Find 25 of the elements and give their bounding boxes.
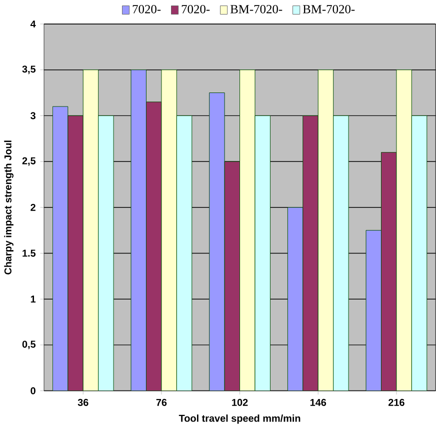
x-tick-label: 76 [156,398,167,406]
y-tick-label: 1.5 [22,250,36,257]
legend-label: 7020- [182,4,210,14]
legend-label: BM-7020- [230,4,282,14]
bar [82,70,99,391]
y-tick-label: 1 [30,296,36,303]
y-tick-label: 0 [30,387,36,394]
x-tick-label: 102 [232,398,248,406]
y-tick-label: 4 [30,20,36,28]
x-tick-label: 146 [310,398,326,406]
y-axis-title: Charpy impact strength Joul [4,140,14,274]
x-tick-label: 36 [78,398,88,406]
y-tick-label: 0,5 [22,340,36,350]
y-tick-label: 2 [30,204,36,211]
bar [318,70,334,391]
legend-label: 7020- [132,4,161,14]
x-axis-title: Tool travel speed mm/min [178,414,300,424]
bar [161,70,177,391]
bar [240,70,256,391]
y-tick-label: 3 [30,112,36,120]
x-tick-label: 216 [388,398,404,406]
y-tick-label: 3,5 [22,66,36,74]
legend-label: BM-7020- [302,4,355,14]
bar [396,70,412,391]
y-tick-label: 2,5 [22,157,36,166]
